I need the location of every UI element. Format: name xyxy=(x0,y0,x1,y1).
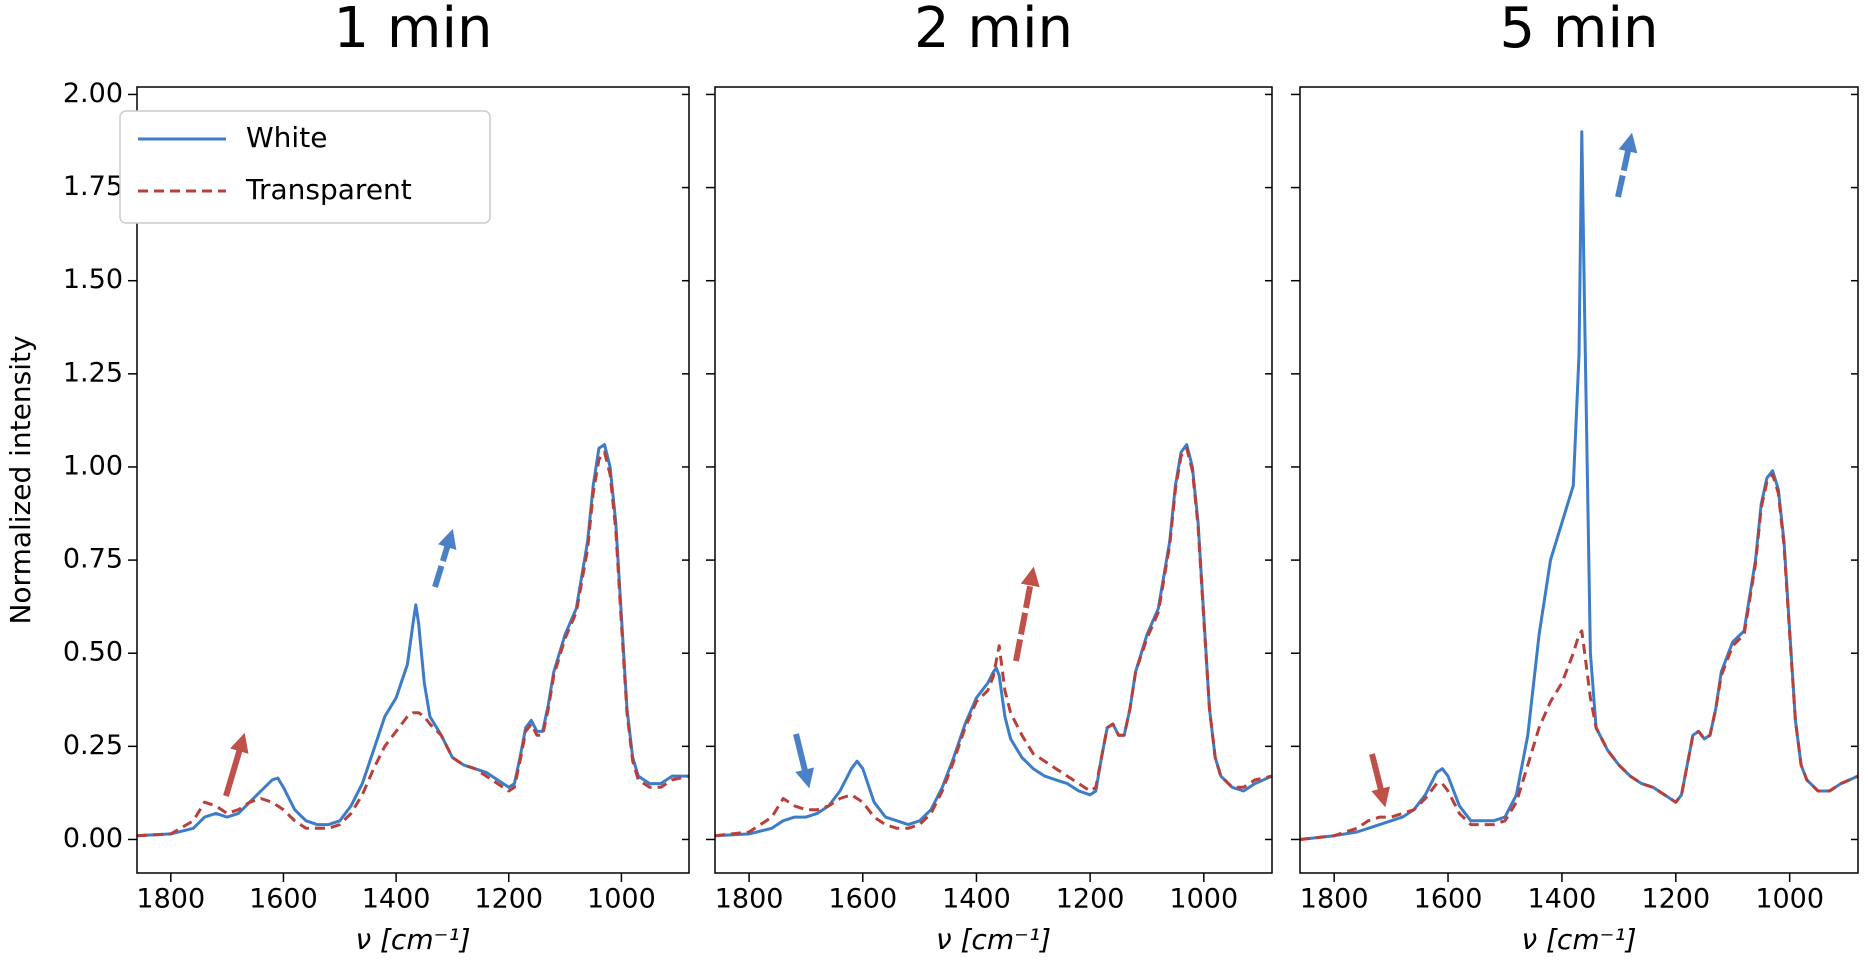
x-axis-label: ν [cm⁻¹] xyxy=(355,923,470,956)
legend-label: White xyxy=(246,121,327,154)
x-tick-label: 1600 xyxy=(249,884,318,915)
annotation-arrows xyxy=(223,132,1638,808)
x-tick-label: 1600 xyxy=(828,884,897,915)
arrow xyxy=(793,733,815,789)
x-tick-label: 1000 xyxy=(1169,884,1238,915)
arrow xyxy=(1013,566,1040,662)
series-line xyxy=(137,443,689,838)
legend-label: Transparent xyxy=(245,173,412,206)
series-line xyxy=(715,443,1272,838)
x-tick-label: 1200 xyxy=(1641,884,1710,915)
arrow xyxy=(223,732,249,797)
y-tick-label: 1.00 xyxy=(63,450,123,481)
x-tick-label: 1200 xyxy=(1056,884,1125,915)
y-tick-label: 0.75 xyxy=(63,544,123,575)
arrow xyxy=(1369,753,1390,808)
y-tick-label: 0.25 xyxy=(63,730,123,761)
x-tick-label: 1400 xyxy=(942,884,1011,915)
panel-title: 2 min xyxy=(914,0,1073,61)
x-axis-label: ν [cm⁻¹] xyxy=(936,923,1051,956)
x-tick-label: 1000 xyxy=(587,884,656,915)
plot-frame xyxy=(714,86,1273,874)
arrow xyxy=(1615,132,1638,198)
series-line xyxy=(715,446,1272,838)
x-tick-label: 1400 xyxy=(362,884,431,915)
plot-frame xyxy=(1299,86,1859,874)
y-tick-label: 1.25 xyxy=(63,357,123,388)
x-axis-label: ν [cm⁻¹] xyxy=(1521,923,1636,956)
x-tick-label: 1400 xyxy=(1528,884,1597,915)
x-tick-label: 1800 xyxy=(136,884,205,915)
panel-title: 1 min xyxy=(333,0,492,61)
series-line xyxy=(1300,472,1858,841)
arrow xyxy=(432,528,457,588)
plot-frame xyxy=(136,86,690,874)
plots: 1 min 0.00 0.25 0.50 0.75 1.00 1.25 1.50 1.75 2.0… xyxy=(4,0,1859,956)
y-axis-label: Normalized intensity xyxy=(4,335,37,624)
y-tick-label: 0.00 xyxy=(63,823,123,854)
x-tick-label: 1000 xyxy=(1755,884,1824,915)
series-line xyxy=(1300,130,1858,841)
y-tick-label: 1.75 xyxy=(63,171,123,202)
series-line xyxy=(137,450,689,838)
panel-title: 5 min xyxy=(1499,0,1658,61)
y-tick-label: 1.50 xyxy=(63,264,123,295)
y-tick-label: 2.00 xyxy=(63,78,123,109)
y-tick-label: 0.50 xyxy=(63,637,123,668)
x-tick-label: 1800 xyxy=(715,884,784,915)
x-tick-label: 1800 xyxy=(1300,884,1369,915)
x-tick-label: 1200 xyxy=(474,884,543,915)
x-tick-label: 1600 xyxy=(1414,884,1483,915)
